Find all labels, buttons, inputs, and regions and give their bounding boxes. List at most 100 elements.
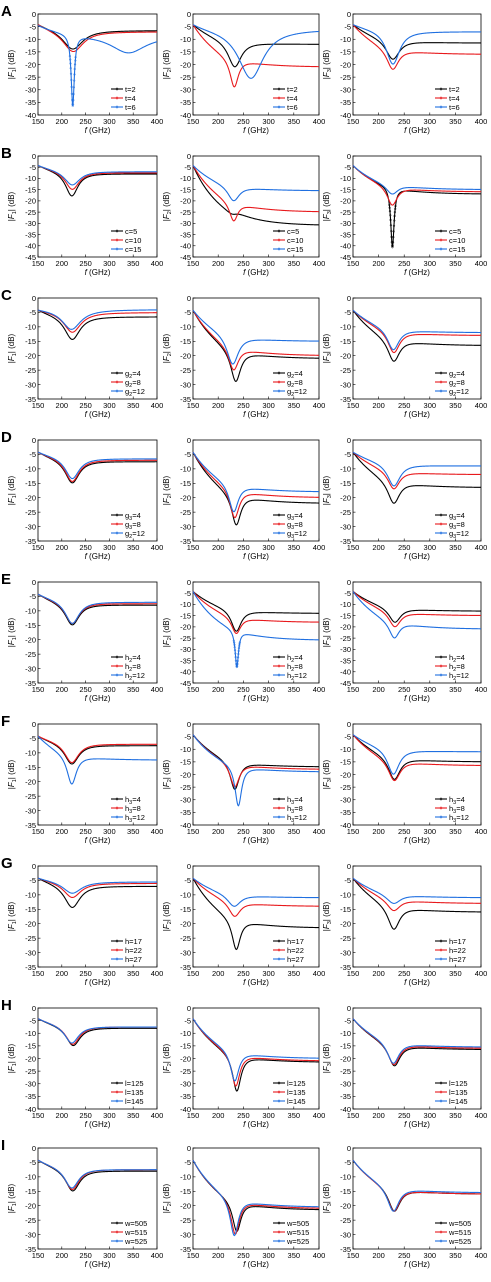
y-tick-label: -10 (180, 745, 191, 754)
x-tick-label: 150 (187, 1111, 200, 1120)
series-line-2 (352, 591, 482, 628)
y-tick-label: -30 (180, 645, 191, 654)
y-tick-label: -25 (180, 208, 191, 217)
x-axis-label: f (GHz) (404, 1120, 430, 1129)
y-tick-label: -5 (184, 163, 191, 172)
legend-label: h2=12 (449, 671, 469, 682)
y-tick-label: -30 (340, 86, 351, 95)
series-marker (393, 211, 396, 214)
x-tick-label: 200 (372, 259, 385, 268)
y-tick-label: -30 (340, 948, 351, 957)
y-tick-label: -30 (340, 522, 351, 531)
x-tick-label: 150 (187, 117, 200, 126)
series-line-1 (192, 451, 320, 526)
y-tick-label: -25 (340, 1216, 351, 1225)
y-tick-label: -35 (340, 963, 351, 972)
series-line-1 (192, 877, 320, 951)
y-tick-label: -5 (29, 450, 36, 459)
y-tick-label: -5 (184, 589, 191, 598)
y-tick-label: -10 (25, 174, 36, 183)
y-tick-label: -35 (25, 537, 36, 546)
y-tick-label: -25 (25, 1216, 36, 1225)
plot-frame (192, 297, 320, 400)
y-tick-label: -5 (344, 308, 351, 317)
series-marker (390, 229, 393, 233)
x-tick-label: 300 (424, 401, 437, 410)
legend-label: t=2 (287, 85, 298, 94)
x-tick-label: 400 (475, 117, 488, 126)
y-tick-label: -30 (180, 522, 191, 531)
x-tick-label: 150 (187, 543, 200, 552)
legend-label: l=135 (449, 1088, 468, 1097)
legend-label: g2=12 (125, 529, 145, 540)
y-tick-label: 0 (347, 294, 351, 303)
y-tick-label: -25 (180, 783, 191, 792)
x-tick-label: 250 (237, 685, 250, 694)
x-tick-label: 300 (103, 401, 116, 410)
x-tick-label: 350 (127, 401, 140, 410)
y-axis-label: |F3| (dB) (322, 191, 333, 221)
legend-marker (277, 1090, 281, 1094)
y-tick-label: 0 (187, 862, 191, 871)
y-axis-label: |F1| (dB) (7, 191, 18, 221)
legend-marker (277, 380, 281, 384)
y-tick-label: -5 (344, 1158, 351, 1167)
x-tick-label: 250 (79, 827, 92, 836)
series-marker (233, 646, 236, 649)
y-tick-label: -20 (25, 494, 36, 503)
series-line-1 (37, 1018, 157, 1047)
legend-marker (277, 655, 281, 659)
series-line-3 (352, 734, 482, 775)
legend-marker (439, 247, 443, 251)
y-tick-label: -35 (180, 537, 191, 546)
x-tick-label: 250 (398, 543, 411, 552)
y-axis-label: |F2| (dB) (162, 617, 173, 647)
x-tick-label: 400 (475, 401, 488, 410)
y-axis-label: |F2| (dB) (162, 49, 173, 79)
y-tick-label: -20 (340, 197, 351, 206)
legend-label: c=5 (449, 227, 461, 236)
y-axis-label: |F1| (dB) (7, 759, 18, 789)
x-tick-label: 150 (347, 685, 360, 694)
legend-label: h2=8 (125, 662, 141, 673)
y-tick-label: -10 (25, 891, 36, 900)
x-tick-label: 150 (32, 827, 45, 836)
y-tick-label: -15 (180, 479, 191, 488)
legend-marker (115, 806, 119, 810)
y-axis-label: |F3| (dB) (322, 1043, 333, 1073)
x-tick-label: 300 (262, 969, 275, 978)
legend-label: h=27 (287, 955, 304, 964)
y-tick-label: -40 (25, 111, 36, 120)
x-tick-label: 250 (398, 969, 411, 978)
x-axis-label: f (GHz) (243, 1260, 269, 1269)
legend-marker (277, 1230, 281, 1234)
plot-frame (352, 439, 482, 542)
x-tick-label: 300 (424, 685, 437, 694)
legend-marker (277, 948, 281, 952)
y-tick-label: 0 (32, 862, 36, 871)
legend-marker (115, 238, 119, 242)
x-tick-label: 250 (79, 1251, 92, 1260)
panel-letter: E (1, 571, 11, 588)
x-tick-label: 400 (151, 1111, 164, 1120)
x-axis-label: f (GHz) (243, 978, 269, 987)
legend-marker (115, 948, 119, 952)
y-tick-label: -20 (180, 352, 191, 361)
series-line-1 (37, 24, 158, 50)
x-axis-label: f (GHz) (85, 268, 111, 277)
y-tick-label: -40 (340, 821, 351, 830)
y-tick-label: -30 (25, 806, 36, 815)
series-line-3 (192, 451, 320, 513)
legend-marker (115, 247, 119, 251)
legend-label: h=17 (125, 937, 142, 946)
x-tick-label: 300 (262, 685, 275, 694)
y-tick-label: 0 (347, 152, 351, 161)
y-tick-label: -20 (180, 623, 191, 632)
x-axis-label: f (GHz) (404, 1260, 430, 1269)
series-line-2 (37, 1159, 157, 1190)
y-tick-label: -5 (184, 1158, 191, 1167)
y-tick-label: -40 (180, 242, 191, 251)
y-tick-label: -10 (180, 465, 191, 474)
